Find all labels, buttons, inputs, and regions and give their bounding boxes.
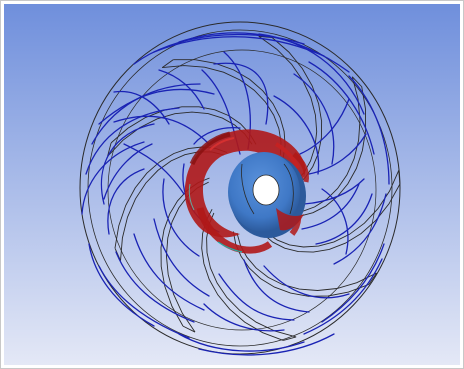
blade-2-suction-side xyxy=(162,65,282,155)
blade-7-suction-side xyxy=(206,212,297,338)
blade-2-pressure-side xyxy=(173,59,286,158)
cfd-viewport xyxy=(4,4,460,365)
blade-6-tip xyxy=(368,272,377,285)
impeller-streamline-render xyxy=(4,4,460,365)
blade-4-suction-side xyxy=(290,76,361,214)
impeller-hub xyxy=(228,152,309,238)
hub-bore xyxy=(252,174,280,206)
blade-1-pressure-side xyxy=(110,106,257,145)
blade-7-tip xyxy=(283,336,297,341)
blade-8-tip xyxy=(182,325,196,333)
blade-5-tip xyxy=(398,170,401,185)
blade-3-pressure-side xyxy=(271,37,323,187)
blade-4-pressure-side xyxy=(287,86,367,217)
blade-2-tip xyxy=(161,59,174,69)
blade-5-pressure-side xyxy=(263,183,401,253)
blade-1-tip xyxy=(107,142,112,157)
blade-4-tip xyxy=(351,76,362,87)
blade-5-suction-side xyxy=(266,170,400,248)
blade-3-suction-side xyxy=(258,35,318,183)
blade-3-tip xyxy=(258,35,273,38)
